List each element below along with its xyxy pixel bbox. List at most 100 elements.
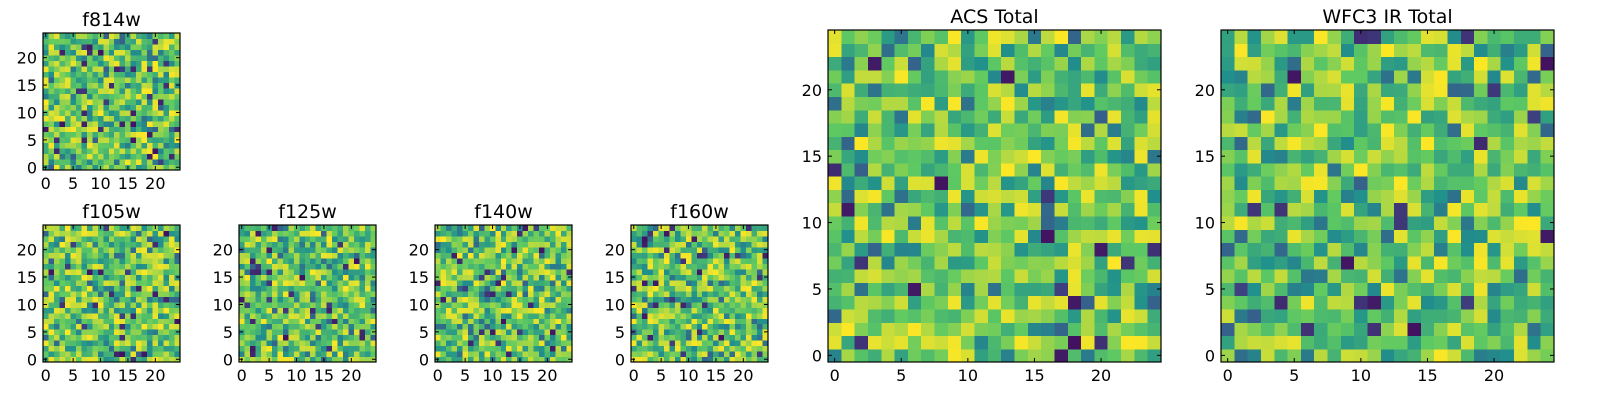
axes-frame <box>827 29 1162 363</box>
heatmap-cell <box>163 235 170 243</box>
heatmap-cell <box>713 230 720 237</box>
heatmap-cell <box>1274 109 1289 124</box>
heatmap-cell <box>729 312 736 319</box>
heatmap-cell <box>1394 335 1409 350</box>
heatmap-cell <box>249 279 257 286</box>
heatmap-cell <box>136 290 143 297</box>
heatmap-cell <box>934 348 949 363</box>
heatmap-cell <box>691 235 698 243</box>
heatmap-cell <box>130 340 137 347</box>
heatmap-cell <box>522 241 529 248</box>
heatmap-cell <box>854 162 869 177</box>
heatmap-cell <box>1067 109 1082 124</box>
heatmap-cell <box>365 274 372 281</box>
heatmap-cell <box>315 323 322 330</box>
heatmap-cell <box>244 351 251 358</box>
heatmap-cell <box>260 225 267 232</box>
heatmap-cell <box>445 340 453 347</box>
heatmap-cell <box>103 318 110 325</box>
heatmap-cell <box>1314 295 1329 310</box>
heatmap-cell <box>277 241 284 248</box>
heatmap-cell <box>663 290 670 297</box>
heatmap-cell <box>48 109 55 116</box>
heatmap-cell <box>97 54 104 61</box>
heatmap-cell <box>293 307 300 314</box>
heatmap-cell <box>169 131 176 138</box>
heatmap-cell <box>555 290 562 297</box>
heatmap-cell <box>467 290 474 297</box>
heatmap-cell <box>440 323 447 330</box>
heatmap-cell <box>522 307 529 314</box>
heatmap-cell <box>81 115 88 122</box>
heatmap-cell <box>484 241 491 248</box>
heatmap-cell <box>561 274 568 281</box>
heatmap-cell <box>359 296 366 303</box>
heatmap-cell <box>365 225 372 232</box>
heatmap-cell <box>1221 335 1235 350</box>
heatmap-cell <box>70 126 77 133</box>
heatmap-cell <box>70 131 77 138</box>
heatmap-cell <box>163 87 170 94</box>
y-tick-label: 15 <box>409 268 429 287</box>
heatmap-cell <box>326 301 333 308</box>
heatmap-cell <box>152 109 159 116</box>
heatmap-cell <box>43 104 50 111</box>
heatmap-cell <box>147 263 154 270</box>
heatmap-cell <box>1327 282 1342 297</box>
heatmap-cell <box>315 274 322 281</box>
y-tick-label: 15 <box>17 76 37 95</box>
heatmap-cell <box>119 263 126 270</box>
heatmap-cell <box>260 334 267 341</box>
heatmap-cell <box>310 340 317 347</box>
heatmap-cell <box>500 312 507 319</box>
heatmap-cell <box>987 269 1002 283</box>
heatmap-cell <box>1094 229 1109 244</box>
heatmap-cell <box>641 340 649 347</box>
heatmap-cell <box>86 159 93 166</box>
heatmap-cell <box>445 230 453 237</box>
heatmap-cell <box>1407 255 1422 270</box>
heatmap-cell <box>277 235 284 243</box>
heatmap-cell <box>53 38 61 45</box>
heatmap-cell <box>1420 189 1435 204</box>
heatmap-cell <box>451 268 458 275</box>
heatmap-cell <box>114 126 121 133</box>
heatmap-cell <box>1514 109 1528 124</box>
heatmap-cell <box>348 296 355 303</box>
heatmap-cell <box>370 307 377 314</box>
heatmap-cell <box>59 82 66 89</box>
heatmap-cell <box>489 301 496 308</box>
heatmap-cell <box>713 307 720 314</box>
heatmap-cell <box>867 56 882 71</box>
heatmap-cell <box>81 351 88 358</box>
heatmap-cell <box>854 30 869 44</box>
heatmap-cell <box>987 56 1002 71</box>
heatmap-cell <box>1327 308 1342 323</box>
heatmap-cell <box>1247 96 1262 111</box>
heatmap-cell <box>555 235 562 243</box>
heatmap-cell <box>174 60 181 67</box>
heatmap-cell <box>1260 149 1275 164</box>
heatmap-cell <box>288 230 295 237</box>
heatmap-cell <box>561 329 568 336</box>
heatmap-cell <box>163 356 170 363</box>
heatmap-cell <box>169 137 176 144</box>
heatmap-cell <box>735 356 742 363</box>
heatmap-cell <box>735 235 742 243</box>
heatmap-cell <box>473 290 480 297</box>
heatmap-cell <box>92 104 99 111</box>
heatmap-cell <box>658 312 665 319</box>
heatmap-cell <box>539 323 546 330</box>
heatmap-cell <box>53 60 61 67</box>
heatmap-cell <box>1027 215 1042 230</box>
heatmap-cell <box>119 126 126 133</box>
heatmap-cell <box>53 43 61 51</box>
heatmap-cell <box>277 252 284 259</box>
heatmap-cell <box>533 351 540 358</box>
heatmap-cell <box>130 257 137 264</box>
heatmap-cell <box>894 189 909 204</box>
heatmap-cell <box>348 268 355 275</box>
heatmap-cell <box>881 122 896 137</box>
heatmap-cell <box>1094 43 1109 58</box>
heatmap-cell <box>147 296 154 303</box>
